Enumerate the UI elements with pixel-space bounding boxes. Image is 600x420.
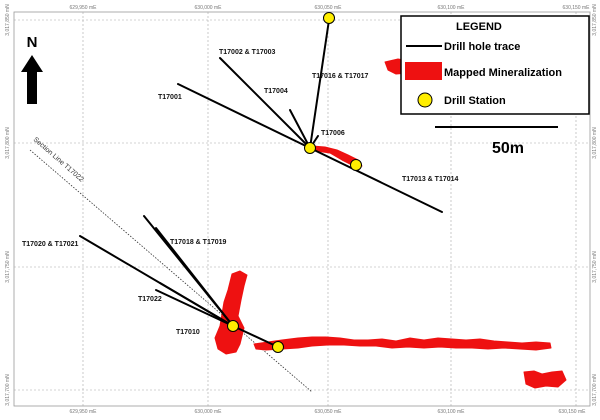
mineralization-zone-band: [253, 336, 552, 351]
northing-label: 3,017,850 mN: [592, 4, 598, 36]
hole-label-t17004: T17004: [264, 88, 288, 95]
hole-label-t17006: T17006: [321, 130, 345, 137]
northing-label: 3,017,700 mN: [5, 374, 11, 406]
drill-stations: [227, 12, 362, 353]
scale-bar: 50m: [435, 126, 558, 157]
trace-t17001: [177, 83, 311, 149]
legend-station-swatch: [417, 92, 433, 108]
trace-t17022: [159, 282, 234, 327]
hole-label-t17020-t17021: T17020 & T17021: [22, 241, 79, 248]
drill-station: [350, 159, 362, 171]
northing-label: 3,017,800 mN: [5, 127, 11, 159]
scale-bar-label: 50m: [492, 140, 524, 157]
drill-station: [323, 12, 335, 24]
mineralization-zones: [214, 58, 567, 389]
trace-t17016-t17017: [309, 19, 330, 149]
hole-label-t17022: T17022: [138, 296, 162, 303]
easting-label: 630,000 mE: [195, 409, 223, 415]
northing-label: 3,017,800 mN: [592, 127, 598, 159]
easting-label: 629,950 mE: [70, 5, 98, 11]
easting-label: 630,100 mE: [438, 409, 466, 415]
trace-t17022-b: [155, 289, 234, 327]
north-arrow: N: [21, 34, 43, 104]
drill-station: [304, 142, 316, 154]
trace-t17010: [232, 325, 277, 347]
northing-labels-left: 3,017,850 mN 3,017,800 mN 3,017,750 mN 3…: [5, 4, 11, 406]
hole-label-t17002-t17003: T17002 & T17003: [219, 49, 276, 56]
hole-label-t17018-t17019: T17018 & T17019: [170, 239, 227, 246]
trace-t17004: [289, 109, 311, 149]
legend-station-label: Drill Station: [444, 95, 506, 107]
easting-label: 630,050 mE: [315, 5, 343, 11]
northing-label: 3,017,750 mN: [592, 251, 598, 283]
drill-station: [227, 320, 239, 332]
drill-hole-traces: [79, 19, 443, 347]
north-arrow-icon: [21, 55, 43, 104]
northing-label: 3,017,750 mN: [5, 251, 11, 283]
hole-label-t17013-t17014: T17013 & T17014: [402, 176, 459, 183]
easting-label: 630,000 mE: [195, 5, 223, 11]
easting-label: 630,050 mE: [315, 409, 343, 415]
legend-title: LEGEND: [456, 21, 502, 33]
legend-mineralization-swatch: [405, 62, 442, 80]
northing-label: 3,017,850 mN: [5, 4, 11, 36]
legend-mineralization-label: Mapped Mineralization: [444, 67, 562, 79]
trace-t17018-t17019-b: [155, 227, 234, 327]
section-line: [29, 149, 313, 393]
easting-label: 629,950 mE: [70, 409, 98, 415]
trace-t17013-t17014: [309, 147, 443, 213]
easting-labels-bottom: 629,950 mE 630,000 mE 630,050 mE 630,100…: [70, 409, 587, 415]
northing-label: 3,017,700 mN: [592, 374, 598, 406]
hole-labels: T17002 & T17003 T17001 T17004 T17016 & T…: [22, 49, 459, 336]
north-label: N: [27, 34, 38, 51]
easting-labels-top: 629,950 mE 630,000 mE 630,050 mE 630,100…: [70, 5, 591, 11]
hole-label-t17010: T17010: [176, 329, 200, 336]
easting-label: 630,150 mE: [563, 5, 591, 11]
mineralization-zone-southwest: [214, 270, 248, 355]
trace-t17002-t17003: [219, 57, 311, 149]
easting-label: 630,150 mE: [559, 409, 587, 415]
easting-label: 630,100 mE: [438, 5, 466, 11]
legend-trace-label: Drill hole trace: [444, 41, 520, 53]
drill-station: [272, 341, 284, 353]
northing-labels-right: 3,017,850 mN 3,017,800 mN 3,017,750 mN 3…: [592, 4, 598, 406]
legend: LEGEND Drill hole trace Mapped Mineraliz…: [400, 15, 590, 115]
mineralization-zone-north: [311, 145, 363, 167]
mineralization-zone-east: [523, 370, 567, 389]
hole-label-t17016-t17017: T17016 & T17017: [312, 73, 369, 80]
hole-label-t17001: T17001: [158, 94, 182, 101]
